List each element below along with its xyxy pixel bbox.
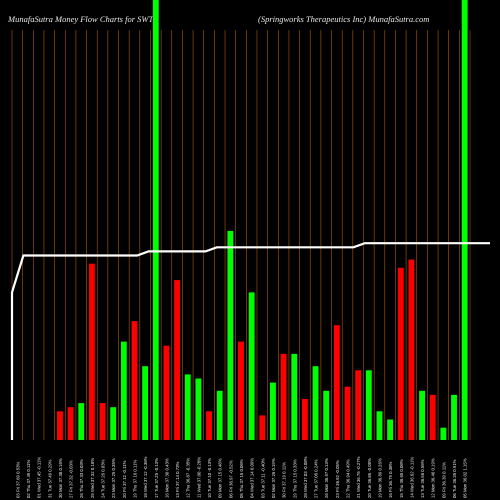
x-tick-label: 19 Thu 37.16 0.11%: [132, 460, 137, 498]
money-flow-bar: [259, 415, 266, 440]
money-flow-bar: [238, 341, 244, 440]
x-tick-label: 09 Mon 37.15 0.48%: [218, 458, 223, 498]
money-flow-bar: [88, 263, 95, 440]
x-tick-label: 31 Tue 37.49 0.29%: [47, 459, 52, 498]
money-flow-bar: [451, 394, 457, 440]
x-tick-label: 06 Tue 36.35 0.91%: [452, 459, 457, 498]
x-tick-label: 30 Mon 37.38 0.16%: [58, 458, 63, 498]
chart-title-right: (Springworks Therapeutics Inc) MunafaSut…: [258, 14, 430, 24]
money-flow-bar: [152, 0, 159, 440]
x-tick-label: 01 Wed 37.45 -0.11%: [37, 457, 42, 498]
x-tick-label: 12 Thu 36.87 -0.35%: [186, 458, 191, 498]
flow-line: [10, 242, 490, 440]
money-flow-bar: [184, 374, 191, 440]
x-tick-label: 25 Wed 37.32 0.16%: [90, 458, 95, 498]
x-tick-label: 26 Thu 37.33 0.03%: [79, 459, 84, 498]
money-flow-bar: [227, 230, 234, 440]
x-tick-label: 27 Fri 37.32 -0.03%: [69, 460, 74, 498]
money-flow-bar: [323, 390, 330, 440]
money-flow-bar: [216, 390, 223, 440]
money-flow-bar: [142, 366, 149, 440]
x-tick-label: 06 Fri 36.97 -0.52%: [228, 460, 233, 498]
x-tick-label: 27 Tue 37.06 0.24%: [314, 459, 319, 498]
money-flow-bar: [291, 353, 298, 440]
x-tick-label: 05 Mon 36.02 1.15%: [463, 458, 468, 498]
x-tick-label: 15 Thu 36.65 0.08%: [399, 459, 404, 498]
chart-title-left: MunafaSutra Money Flow Charts for SWTX: [8, 14, 159, 24]
money-flow-bar: [365, 370, 372, 440]
money-flow-bar: [355, 370, 362, 440]
x-tick-label: 23 Mon 37.25 0.35%: [111, 458, 116, 498]
money-flow-bar: [344, 386, 351, 440]
money-flow-bar: [67, 407, 74, 440]
x-tick-label: 16 Mon 37.30 0.43%: [164, 458, 169, 498]
money-flow-bar: [301, 399, 308, 440]
x-tick-label: 19 Mon 36.89 0.26%: [377, 458, 382, 498]
x-tick-label: 21 Wed 36.76 -0.27%: [356, 456, 361, 498]
bars: [57, 0, 468, 440]
money-flow-bar: [110, 407, 117, 440]
x-tick-label: 05 Thu 37.16 0.06%: [239, 459, 244, 498]
x-tick-label: 28 Wed 37.03 -0.08%: [303, 456, 308, 498]
grid-lines: [11, 30, 471, 440]
money-flow-bar: [120, 341, 127, 440]
money-flow-bar: [280, 353, 287, 440]
x-tick-label: 03 Tue 37.11 -0.40%: [260, 458, 265, 498]
x-tick-label: 13 Tue 36.66 0.55%: [420, 459, 425, 498]
money-flow-bar: [461, 0, 468, 440]
money-flow-bar: [397, 267, 404, 440]
x-tick-label: 20 Tue 36.86 -0.08%: [367, 458, 372, 498]
money-flow-bar: [195, 378, 202, 440]
money-flow-bar: [440, 427, 447, 440]
x-tick-label: 17 Tue 37.25 -0.13%: [154, 458, 159, 498]
x-tick-label: 09 Fri 36.39 0.11%: [441, 462, 446, 498]
x-tick-label: 13 Fri 37.14 0.73%: [175, 462, 180, 498]
x-tick-label: 16 Fri 36.79 0.38%: [388, 462, 393, 498]
money-flow-bar: [270, 382, 276, 440]
money-flow-bar: [131, 321, 138, 440]
x-tick-label: 26 Mon 36.97 0.13%: [324, 458, 329, 498]
money-flow-bar: [419, 390, 425, 440]
money-flow-bar: [387, 419, 394, 440]
money-flow-bar: [312, 366, 319, 440]
x-tick-label: 02 Thu 37.49 0.11%: [26, 460, 31, 498]
x-tick-label: 24 Tue 37.26 0.03%: [101, 459, 106, 498]
x-tick-labels: 03 Fri 37.69 0.53% 02 Thu 37.49 0.11% 01 W…: [15, 456, 467, 498]
flow-line-path: [10, 242, 490, 440]
x-tick-label: 03 Fri 37.69 0.53%: [15, 462, 20, 498]
x-tick-label: 30 Fri 37.19 0.11%: [282, 462, 287, 498]
money-flow-bar: [376, 411, 383, 440]
x-tick-label: 20 Fri 37.12 -0.11%: [122, 460, 127, 498]
x-tick-label: 22 Thu 36.94 0.49%: [346, 459, 351, 498]
x-tick-label: 12 Mon 36.46 0.19%: [431, 458, 436, 498]
money-flow-bar: [174, 280, 181, 440]
money-flow-bar: [78, 403, 85, 440]
money-flow-bar: [163, 345, 170, 440]
money-flow-bar: [408, 259, 415, 440]
x-tick-label: 10 Tue 37.10 -0.13%: [207, 458, 212, 498]
money-flow-bar: [333, 325, 340, 440]
x-tick-label: 02 Mon 37.26 0.19%: [271, 458, 276, 498]
money-flow-bar: [429, 394, 436, 440]
x-tick-label: 18 Wed 37.12 -0.36%: [143, 456, 148, 498]
money-flow-bar: [57, 411, 63, 440]
x-tick-label: 29 Thu 37.15 0.33%: [292, 459, 297, 498]
money-flow-bar: [206, 411, 212, 440]
money-flow-bar: [248, 292, 255, 440]
money-flow-bar: [99, 403, 106, 440]
x-tick-label: 14 Wed 36.62 -0.11%: [409, 457, 414, 498]
x-tick-label: 23 Fri 36.92 -0.05%: [335, 460, 340, 498]
x-tick-label: 04 Wed 37.14 0.09%: [250, 458, 255, 498]
x-tick-label: 11 Wed 37.00 -0.28%: [196, 457, 201, 498]
